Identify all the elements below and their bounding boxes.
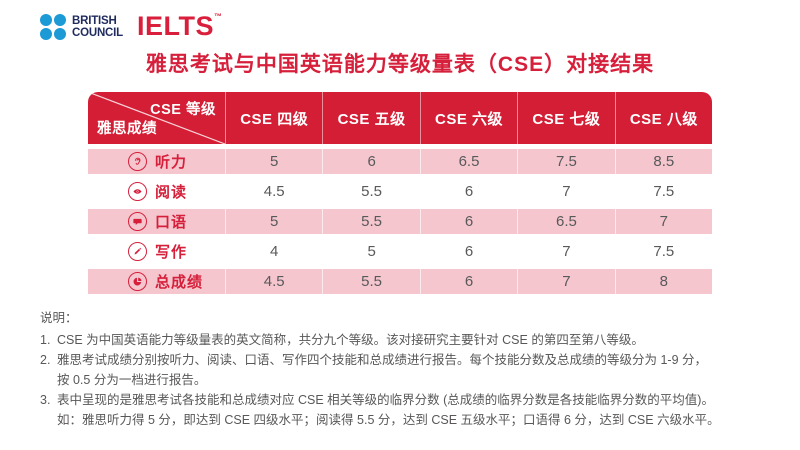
score-cell: 7.5 [614, 239, 712, 264]
score-cell: 7 [614, 209, 712, 234]
speech-bubble-icon [128, 212, 147, 231]
note-item-1: 1. CSE 为中国英语能力等级量表的英文简称，共分九个等级。该对接研究主要针对… [40, 333, 644, 347]
pen-icon [128, 242, 147, 261]
score-cell: 7.5 [517, 149, 614, 174]
ielts-logo: IELTS™ [137, 11, 223, 41]
corner-label-cse-level: CSE 等级 [150, 102, 216, 118]
score-cell: 6 [419, 179, 517, 204]
page-title: 雅思考试与中国英语能力等级量表（CSE）对接结果 [145, 53, 655, 76]
table-header-row: CSE 等级 雅思成绩 CSE 四级 CSE 五级 CSE 六级 CSE 七级 … [88, 92, 712, 144]
score-cell: 5 [225, 149, 322, 174]
score-cell: 5 [322, 239, 419, 264]
table-row-speaking: 口语 5 5.5 6 6.5 7 [88, 209, 712, 234]
score-cell: 7 [517, 269, 614, 294]
score-cell: 6 [419, 269, 517, 294]
corner-label-ielts-score: 雅思成绩 [97, 121, 157, 137]
score-cell: 5 [225, 209, 322, 234]
score-cell: 7.5 [614, 179, 712, 204]
corner-header-cell: CSE 等级 雅思成绩 [88, 92, 225, 144]
column-header-cse8: CSE 八级 [614, 92, 712, 144]
score-cell: 7 [517, 239, 614, 264]
notes-section: 说明： 1. CSE 为中国英语能力等级量表的英文简称，共分九个等级。该对接研究… [40, 308, 775, 430]
british-council-logo: BRITISH COUNCIL [40, 13, 123, 40]
table-row-overall: 总成绩 4.5 5.5 6 7 8 [88, 269, 712, 294]
row-label: 总成绩 [155, 274, 204, 291]
table-row-writing: 写作 4 5 6 7 7.5 [88, 239, 712, 264]
score-cell: 5.5 [322, 269, 419, 294]
trademark-symbol: ™ [214, 12, 223, 21]
score-cell: 8 [614, 269, 712, 294]
column-header-cse6: CSE 六级 [419, 92, 517, 144]
pie-chart-icon [128, 272, 147, 291]
row-label: 口语 [155, 214, 188, 231]
british-council-wordmark: BRITISH COUNCIL [72, 14, 123, 39]
column-header-cse5: CSE 五级 [322, 92, 419, 144]
diagonal-divider [88, 92, 225, 144]
score-cell: 5.5 [322, 209, 419, 234]
score-cell: 4.5 [225, 179, 322, 204]
notes-heading: 说明： [40, 311, 78, 325]
score-cell: 5.5 [322, 179, 419, 204]
table-row-reading: 阅读 4.5 5.5 6 7 7.5 [88, 179, 712, 204]
score-cell: 6 [419, 209, 517, 234]
score-cell: 6 [419, 239, 517, 264]
table-row-listening: 听力 5 6 6.5 7.5 8.5 [88, 149, 712, 174]
score-cell: 6 [322, 149, 419, 174]
ear-icon [128, 152, 147, 171]
british-council-dots-icon [40, 13, 66, 40]
score-cell: 6.5 [419, 149, 517, 174]
score-cell: 8.5 [614, 149, 712, 174]
score-cell: 4 [225, 239, 322, 264]
column-header-cse4: CSE 四级 [225, 92, 322, 144]
note-item-2: 2. 雅思考试成绩分别按听力、阅读、口语、写作四个技能和总成绩进行报告。每个技能… [40, 353, 708, 387]
cse-alignment-table: CSE 等级 雅思成绩 CSE 四级 CSE 五级 CSE 六级 CSE 七级 … [88, 92, 712, 294]
eye-icon [128, 182, 147, 201]
note-item-3: 3. 表中呈现的是雅思考试各技能和总成绩对应 CSE 相关等级的临界分数 (总成… [40, 393, 720, 427]
row-label: 写作 [155, 244, 188, 261]
column-header-cse7: CSE 七级 [517, 92, 614, 144]
score-cell: 4.5 [225, 269, 322, 294]
logo-bar: BRITISH COUNCIL IELTS™ [40, 11, 223, 42]
score-cell: 6.5 [517, 209, 614, 234]
row-label: 听力 [155, 154, 188, 171]
score-cell: 7 [517, 179, 614, 204]
row-label: 阅读 [155, 184, 188, 201]
